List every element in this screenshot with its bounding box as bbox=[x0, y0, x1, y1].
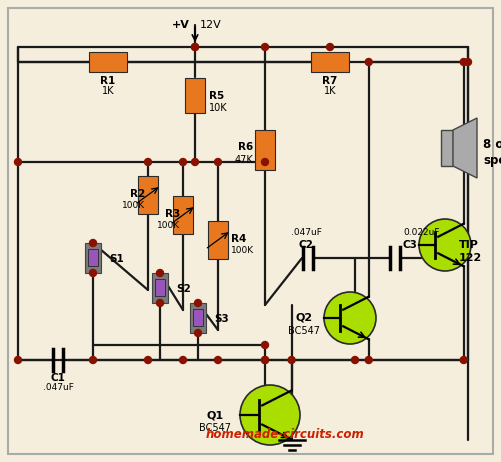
Text: BC547: BC547 bbox=[199, 423, 231, 433]
Circle shape bbox=[324, 292, 376, 344]
Circle shape bbox=[288, 357, 295, 364]
Circle shape bbox=[191, 43, 198, 50]
Text: C3: C3 bbox=[403, 240, 418, 250]
Bar bbox=[311, 52, 349, 72]
Text: .047uF: .047uF bbox=[291, 228, 322, 237]
Polygon shape bbox=[453, 118, 477, 178]
Circle shape bbox=[194, 329, 201, 336]
Bar bbox=[441, 130, 453, 166]
Circle shape bbox=[419, 219, 471, 271]
Circle shape bbox=[15, 357, 22, 364]
Circle shape bbox=[90, 239, 97, 247]
Text: S2: S2 bbox=[176, 284, 191, 294]
Circle shape bbox=[352, 357, 359, 364]
Text: R5: R5 bbox=[209, 91, 224, 101]
Circle shape bbox=[262, 43, 269, 50]
Bar bbox=[193, 309, 203, 326]
Circle shape bbox=[262, 341, 269, 348]
Circle shape bbox=[90, 357, 97, 364]
Text: 122: 122 bbox=[459, 253, 482, 263]
Text: 100K: 100K bbox=[122, 201, 145, 210]
Bar bbox=[173, 196, 193, 234]
Circle shape bbox=[191, 158, 198, 165]
Circle shape bbox=[262, 357, 269, 364]
Circle shape bbox=[156, 299, 163, 306]
Text: R7: R7 bbox=[322, 76, 338, 86]
Bar bbox=[152, 273, 168, 303]
Circle shape bbox=[156, 269, 163, 276]
Text: TIP: TIP bbox=[459, 240, 479, 250]
Bar bbox=[85, 243, 101, 273]
Text: +V: +V bbox=[172, 20, 190, 30]
Circle shape bbox=[144, 158, 151, 165]
Text: 8 ohm: 8 ohm bbox=[483, 138, 501, 151]
Circle shape bbox=[191, 43, 198, 50]
Bar bbox=[88, 249, 98, 266]
Circle shape bbox=[365, 59, 372, 66]
Text: S1: S1 bbox=[109, 254, 124, 264]
Bar bbox=[138, 176, 158, 214]
Text: 12V: 12V bbox=[200, 20, 222, 30]
Text: homemade-circuits.com: homemade-circuits.com bbox=[205, 428, 364, 441]
Circle shape bbox=[327, 43, 334, 50]
Text: 0.022uF: 0.022uF bbox=[403, 228, 439, 237]
Circle shape bbox=[365, 357, 372, 364]
Bar bbox=[155, 279, 165, 296]
Circle shape bbox=[240, 385, 300, 445]
Bar bbox=[89, 52, 127, 72]
Bar bbox=[185, 78, 205, 113]
Text: BC547: BC547 bbox=[288, 326, 320, 336]
Text: R4: R4 bbox=[231, 234, 246, 244]
Text: .047uF: .047uF bbox=[43, 383, 74, 392]
Circle shape bbox=[460, 59, 467, 66]
Circle shape bbox=[464, 59, 471, 66]
Circle shape bbox=[262, 357, 269, 364]
Circle shape bbox=[460, 357, 467, 364]
Circle shape bbox=[15, 158, 22, 165]
Text: 100K: 100K bbox=[157, 221, 180, 230]
Circle shape bbox=[262, 158, 269, 165]
Bar bbox=[208, 221, 228, 259]
Bar bbox=[255, 130, 275, 170]
Circle shape bbox=[144, 357, 151, 364]
Circle shape bbox=[179, 357, 186, 364]
Text: R1: R1 bbox=[100, 76, 116, 86]
Circle shape bbox=[214, 357, 221, 364]
Text: 47K: 47K bbox=[234, 155, 253, 165]
Bar bbox=[190, 303, 206, 333]
Text: C2: C2 bbox=[299, 240, 314, 250]
Text: Q1: Q1 bbox=[206, 410, 223, 420]
Circle shape bbox=[179, 158, 186, 165]
Circle shape bbox=[194, 299, 201, 306]
Text: S3: S3 bbox=[214, 314, 229, 324]
Text: 1K: 1K bbox=[324, 86, 336, 96]
Text: R6: R6 bbox=[238, 142, 253, 152]
Text: Q2: Q2 bbox=[296, 313, 313, 323]
Text: R2: R2 bbox=[130, 189, 145, 199]
Text: R3: R3 bbox=[165, 209, 180, 219]
Text: 10K: 10K bbox=[209, 103, 227, 113]
Text: 1K: 1K bbox=[102, 86, 114, 96]
Circle shape bbox=[90, 269, 97, 276]
Text: 100K: 100K bbox=[231, 246, 254, 255]
Text: speaker: speaker bbox=[483, 154, 501, 167]
Circle shape bbox=[214, 158, 221, 165]
Text: C1: C1 bbox=[51, 373, 66, 383]
